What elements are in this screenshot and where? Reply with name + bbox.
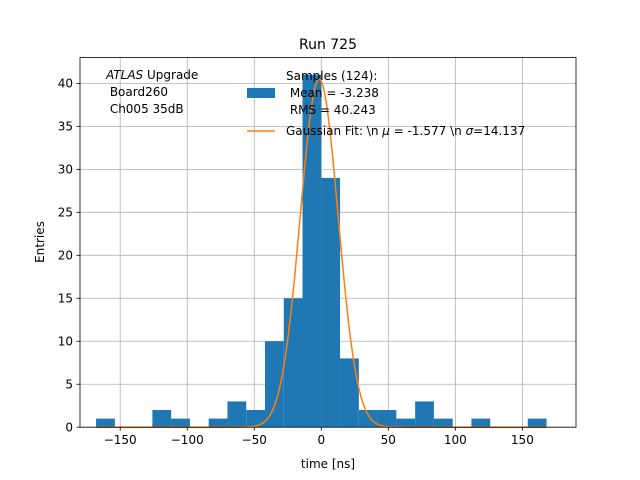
histogram-bar <box>396 418 416 428</box>
x-tick-label: 100 <box>444 433 467 447</box>
x-tick-label: 50 <box>381 433 396 447</box>
x-tick-label: −150 <box>104 433 137 447</box>
y-tick-label: 15 <box>58 291 73 305</box>
histogram-bar <box>264 341 284 428</box>
legend-histogram-label-3: RMS = 40.243 <box>286 103 376 117</box>
plot-area-frame <box>79 57 577 428</box>
legend-histogram-label-1: Samples (124): <box>286 69 377 83</box>
legend-fit-prefix: Gaussian Fit: \n <box>286 124 382 138</box>
histogram-bar <box>171 418 190 428</box>
histogram-bar <box>527 418 547 428</box>
x-axis-title: time [ns] <box>301 457 355 471</box>
y-tick-label: 20 <box>58 248 73 262</box>
histogram-bar <box>340 358 359 428</box>
y-tick-label: 0 <box>65 420 73 434</box>
histogram-bar <box>358 410 378 428</box>
x-tick-label: −100 <box>171 433 204 447</box>
legend: Samples (124): Mean = -3.238 RMS = 40.24… <box>247 69 525 138</box>
annotation-line-1: ATLAS Upgrade <box>105 68 198 82</box>
legend-histogram-swatch <box>247 88 275 98</box>
y-tick-label: 25 <box>58 206 73 220</box>
annotation-line-3: Ch005 35dB <box>106 102 184 116</box>
chart-title: Run 725 <box>299 37 357 53</box>
y-tick-label: 40 <box>58 77 73 91</box>
y-tick-label: 30 <box>58 163 73 177</box>
legend-fit-mu-value: = -1.577 \n <box>390 124 466 138</box>
y-axis-ticks: 0 5 10 15 20 25 30 35 40 <box>58 77 80 434</box>
histogram-bar <box>471 418 491 428</box>
x-tick-label: 0 <box>317 433 325 447</box>
histogram-bar <box>246 410 265 428</box>
x-axis-ticks: −150 −100 −50 0 50 100 150 <box>104 427 534 447</box>
x-tick-label: −50 <box>242 433 267 447</box>
histogram-bar <box>415 401 434 428</box>
y-tick-label: 35 <box>58 120 73 134</box>
y-tick-label: 5 <box>65 377 73 391</box>
bars-layer <box>96 74 547 428</box>
x-tick-label: 150 <box>511 433 534 447</box>
histogram-bar <box>227 401 247 428</box>
histogram-bar <box>321 177 341 428</box>
atlas-annotation: ATLAS Upgrade Board260 Ch005 35dB <box>105 68 198 116</box>
histogram-bar <box>208 418 228 428</box>
histogram-bar <box>96 418 115 428</box>
histogram-bar <box>302 74 322 428</box>
y-axis-title: Entries <box>33 221 47 263</box>
legend-fit-sigma-symbol: σ <box>466 124 474 138</box>
histogram-bar <box>433 418 453 428</box>
histogram-bar <box>152 410 172 428</box>
histogram-bar <box>283 298 303 428</box>
annotation-first-line-rest: Upgrade <box>143 68 198 82</box>
legend-fit-label: Gaussian Fit: \n μ = -1.577 \n σ=14.137 <box>286 124 525 138</box>
legend-fit-mu-symbol: μ <box>381 124 390 138</box>
annotation-italic-word: ATLAS <box>105 68 144 82</box>
legend-histogram-label-2: Mean = -3.238 <box>286 86 379 100</box>
annotation-line-2: Board260 <box>106 85 168 99</box>
legend-fit-sigma-value: =14.137 <box>473 124 525 138</box>
y-tick-label: 10 <box>58 334 73 348</box>
histogram-bar <box>377 410 397 428</box>
